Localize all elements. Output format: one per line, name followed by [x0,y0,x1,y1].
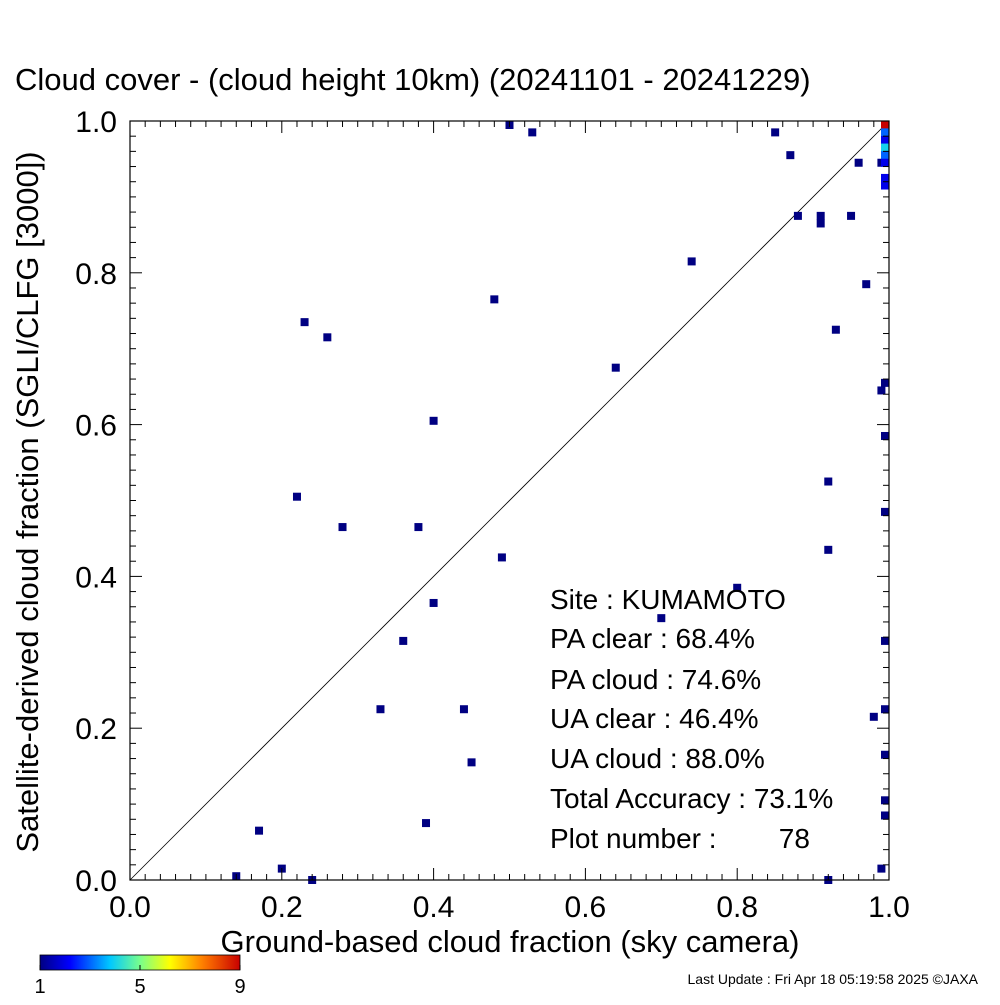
plot-area: 0.0 0.2 0.4 0.6 0.8 1.0 0.0 0.2 0.4 0.6 0.8 1.0 [75,106,910,924]
data-point [611,363,620,372]
y-tick-label: 0.2 [75,713,117,746]
y-tick-label: 0.8 [75,258,117,291]
data-point [414,523,423,532]
data-point [881,811,889,820]
data-point [816,211,825,220]
data-point [831,325,840,334]
data-point [422,819,431,828]
data-point [816,219,825,228]
data-point [657,614,666,623]
data-point [881,636,889,645]
data-point [877,864,886,873]
data-point [376,705,385,714]
stats-ua-clear: UA clear : 46.4% [550,703,759,734]
data-point [824,545,833,554]
stats-pa-clear: PA clear : 68.4% [550,623,755,654]
x-tick-label: 0.0 [109,891,151,924]
data-point [881,705,889,714]
data-point [497,553,506,562]
data-point [854,158,863,167]
stats-pa-cloud: PA cloud : 74.6% [550,664,761,695]
data-point [881,158,889,167]
data-point [687,257,696,266]
x-tick-label: 0.6 [565,891,607,924]
data-point [733,583,742,592]
data-point [881,431,889,440]
colorbar-tick-label: 1 [34,976,45,998]
stats-box: Site : KUMAMOTO PA clear : 68.4% PA clou… [550,584,833,854]
data-point [429,598,438,607]
data-point [459,705,468,714]
data-point [292,492,301,501]
data-point [338,523,347,532]
data-point [881,378,889,387]
data-point [881,135,889,144]
data-point [323,333,332,342]
x-tick-label: 0.2 [261,891,303,924]
stats-ua-cloud: UA cloud : 88.0% [550,743,765,774]
data-point [881,750,889,759]
data-point [490,295,499,304]
x-tick-label: 1.0 [868,891,910,924]
data-point [881,143,889,152]
data-point [881,151,889,160]
data-point [847,211,856,220]
data-point [881,173,889,182]
colorbar: 1 5 9 [34,954,246,998]
data-point [881,128,889,137]
data-point [300,318,309,327]
data-point [877,386,886,395]
y-tick-label: 0.0 [75,865,117,898]
data-point [881,507,889,516]
data-point [255,826,264,835]
data-point [881,121,889,129]
stats-site: Site : KUMAMOTO [550,584,786,615]
stats-plot-number: Plot number : 78 [550,823,810,854]
diagonal-line [129,120,890,881]
colorbar-tick-label: 9 [234,976,245,998]
data-point [429,416,438,425]
y-axis-label: Satellite-derived cloud fraction (SGLI/C… [10,151,45,852]
x-tick-label: 0.8 [716,891,758,924]
colorbar-tick-label: 5 [134,976,145,998]
data-point [467,758,476,767]
x-axis-label: Ground-based cloud fraction (sky camera) [221,924,800,959]
data-point [862,280,871,289]
y-tick-label: 1.0 [75,106,117,139]
data-point [869,712,878,721]
y-tick-label: 0.4 [75,561,117,594]
chart-title: Cloud cover - (cloud height 10km) (20241… [15,62,811,97]
data-point [528,128,537,137]
y-tick-label: 0.6 [75,410,117,443]
data-point [771,128,780,137]
data-point [786,151,795,160]
data-point [881,796,889,805]
x-tick-label: 0.4 [413,891,455,924]
data-point [399,636,408,645]
data-point [793,211,802,220]
data-point [824,477,833,486]
stats-total-accuracy: Total Accuracy : 73.1% [550,783,833,814]
data-point [881,181,889,190]
last-update-footer: Last Update : Fri Apr 18 05:19:58 2025 ©… [688,971,979,987]
